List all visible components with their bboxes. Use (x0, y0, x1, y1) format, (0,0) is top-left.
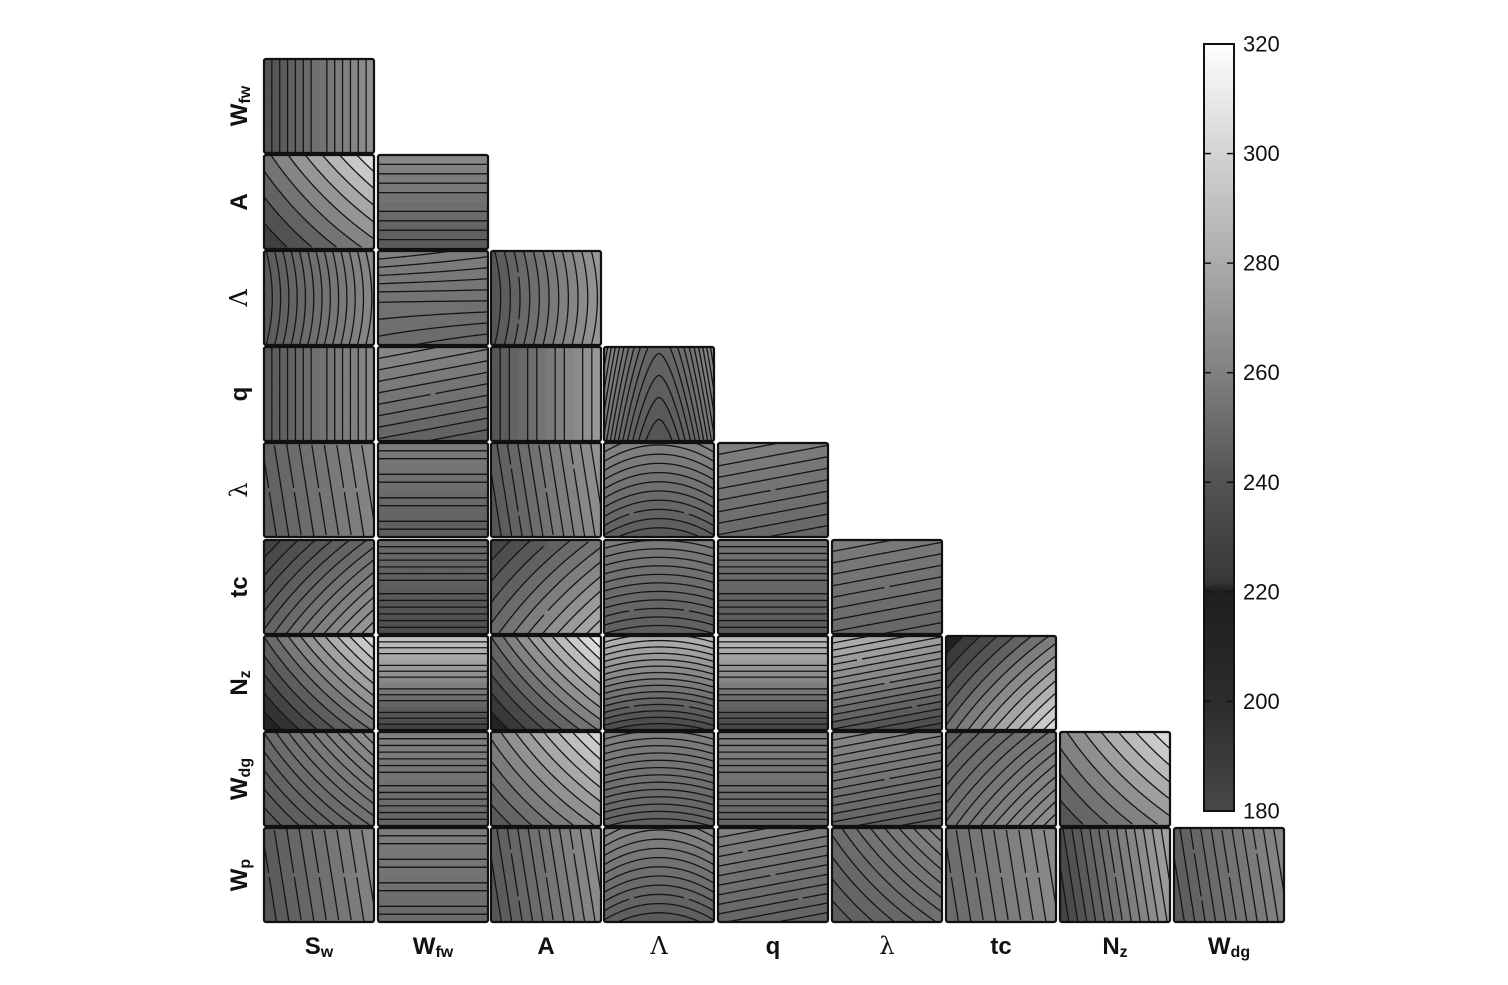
row-label-w-p: Wp (226, 859, 254, 892)
panel-w-p-vs-q (718, 828, 829, 923)
panel-n-z-vs-tc (946, 636, 1057, 731)
panel-taper-vs-s-w (264, 443, 375, 538)
panel-n-z-vs-q (718, 636, 829, 731)
colorbar: 180 200 220 240 260 280 300 320 (1204, 32, 1280, 824)
colorbar-tick-label: 300 (1243, 141, 1280, 166)
colorbar-tick-label: 280 (1243, 251, 1280, 276)
row-label-a: A (226, 193, 253, 210)
row-label-n-z: Nz (226, 670, 254, 695)
panel-taper-vs-a (491, 443, 602, 538)
panel-w-dg-vs-n-z (1060, 732, 1171, 827)
column-label-a: A (537, 933, 554, 960)
row-label-tc: tc (226, 576, 253, 597)
column-label-taper: λ (879, 932, 894, 960)
panel-n-z-vs-a (491, 636, 602, 731)
colorbar-tick-label: 180 (1243, 799, 1280, 824)
colorbar-tick-label: 220 (1243, 579, 1280, 604)
panel-w-p-vs-tc (946, 828, 1057, 923)
row-label-q: q (226, 387, 253, 402)
panel-w-p-vs-n-z (1060, 828, 1171, 923)
panel-w-dg-vs-taper (832, 732, 943, 827)
column-label-w-dg: Wdg (1208, 933, 1250, 961)
panel-w-p-vs-taper (832, 828, 943, 923)
panel-tc-vs-s-w (264, 540, 375, 635)
panel-n-z-vs-taper (832, 636, 943, 731)
panel-sweep-vs-a (491, 251, 602, 346)
panel-taper-vs-w-fw (378, 443, 489, 538)
panel-q-vs-a (491, 347, 602, 442)
panel-w-p-vs-w-fw (378, 828, 489, 923)
panel-w-p-vs-s-w (264, 828, 375, 923)
panel-w-dg-vs-q (718, 732, 829, 827)
contour-panels (264, 59, 1285, 923)
panel-n-z-vs-w-fw (378, 636, 489, 731)
column-label-q: q (766, 933, 781, 960)
colorbar-tick-label: 200 (1243, 689, 1280, 714)
column-label-s-w: Sw (305, 933, 334, 961)
panel-w-fw-vs-s-w (264, 59, 375, 154)
panel-w-p-vs-sweep (604, 828, 715, 923)
column-label-w-fw: Wfw (413, 933, 454, 961)
colorbar-tick-label: 240 (1243, 470, 1280, 495)
panel-w-dg-vs-tc (946, 732, 1057, 827)
panel-a-vs-w-fw (378, 155, 489, 250)
panel-tc-vs-q (718, 540, 829, 635)
panel-tc-vs-sweep (604, 540, 715, 635)
panel-w-p-vs-a (491, 828, 602, 923)
panel-tc-vs-taper (832, 540, 943, 635)
panel-w-p-vs-w-dg (1174, 828, 1285, 923)
row-labels: Wfw A Λq λ tc Nz Wdg Wp (225, 85, 254, 891)
column-label-tc: tc (990, 933, 1011, 960)
colorbar-tick-label: 260 (1243, 360, 1280, 385)
row-label-taper: λ (225, 482, 253, 497)
panel-n-z-vs-sweep (604, 636, 715, 731)
row-label-w-fw: Wfw (226, 85, 254, 126)
row-label-sweep: Λ (225, 289, 253, 308)
panel-sweep-vs-w-fw (378, 251, 489, 346)
panel-a-vs-s-w (264, 155, 375, 250)
panel-q-vs-w-fw (378, 347, 489, 442)
panel-tc-vs-w-fw (378, 540, 489, 635)
panel-q-vs-s-w (264, 347, 375, 442)
panel-taper-vs-sweep (604, 443, 715, 538)
panel-tc-vs-a (491, 540, 602, 635)
column-label-sweep: Λ (649, 932, 668, 960)
panel-taper-vs-q (718, 443, 829, 538)
panel-w-dg-vs-s-w (264, 732, 375, 827)
row-label-w-dg: Wdg (226, 758, 254, 800)
panel-w-dg-vs-sweep (604, 732, 715, 827)
colorbar-tick-label: 320 (1243, 32, 1280, 57)
panel-q-vs-sweep (604, 347, 715, 442)
colorbar-gradient (1204, 44, 1234, 811)
panel-w-dg-vs-a (491, 732, 602, 827)
panel-w-dg-vs-w-fw (378, 732, 489, 827)
column-label-n-z: Nz (1102, 933, 1127, 961)
panel-n-z-vs-s-w (264, 636, 375, 731)
panel-sweep-vs-s-w (264, 251, 375, 346)
